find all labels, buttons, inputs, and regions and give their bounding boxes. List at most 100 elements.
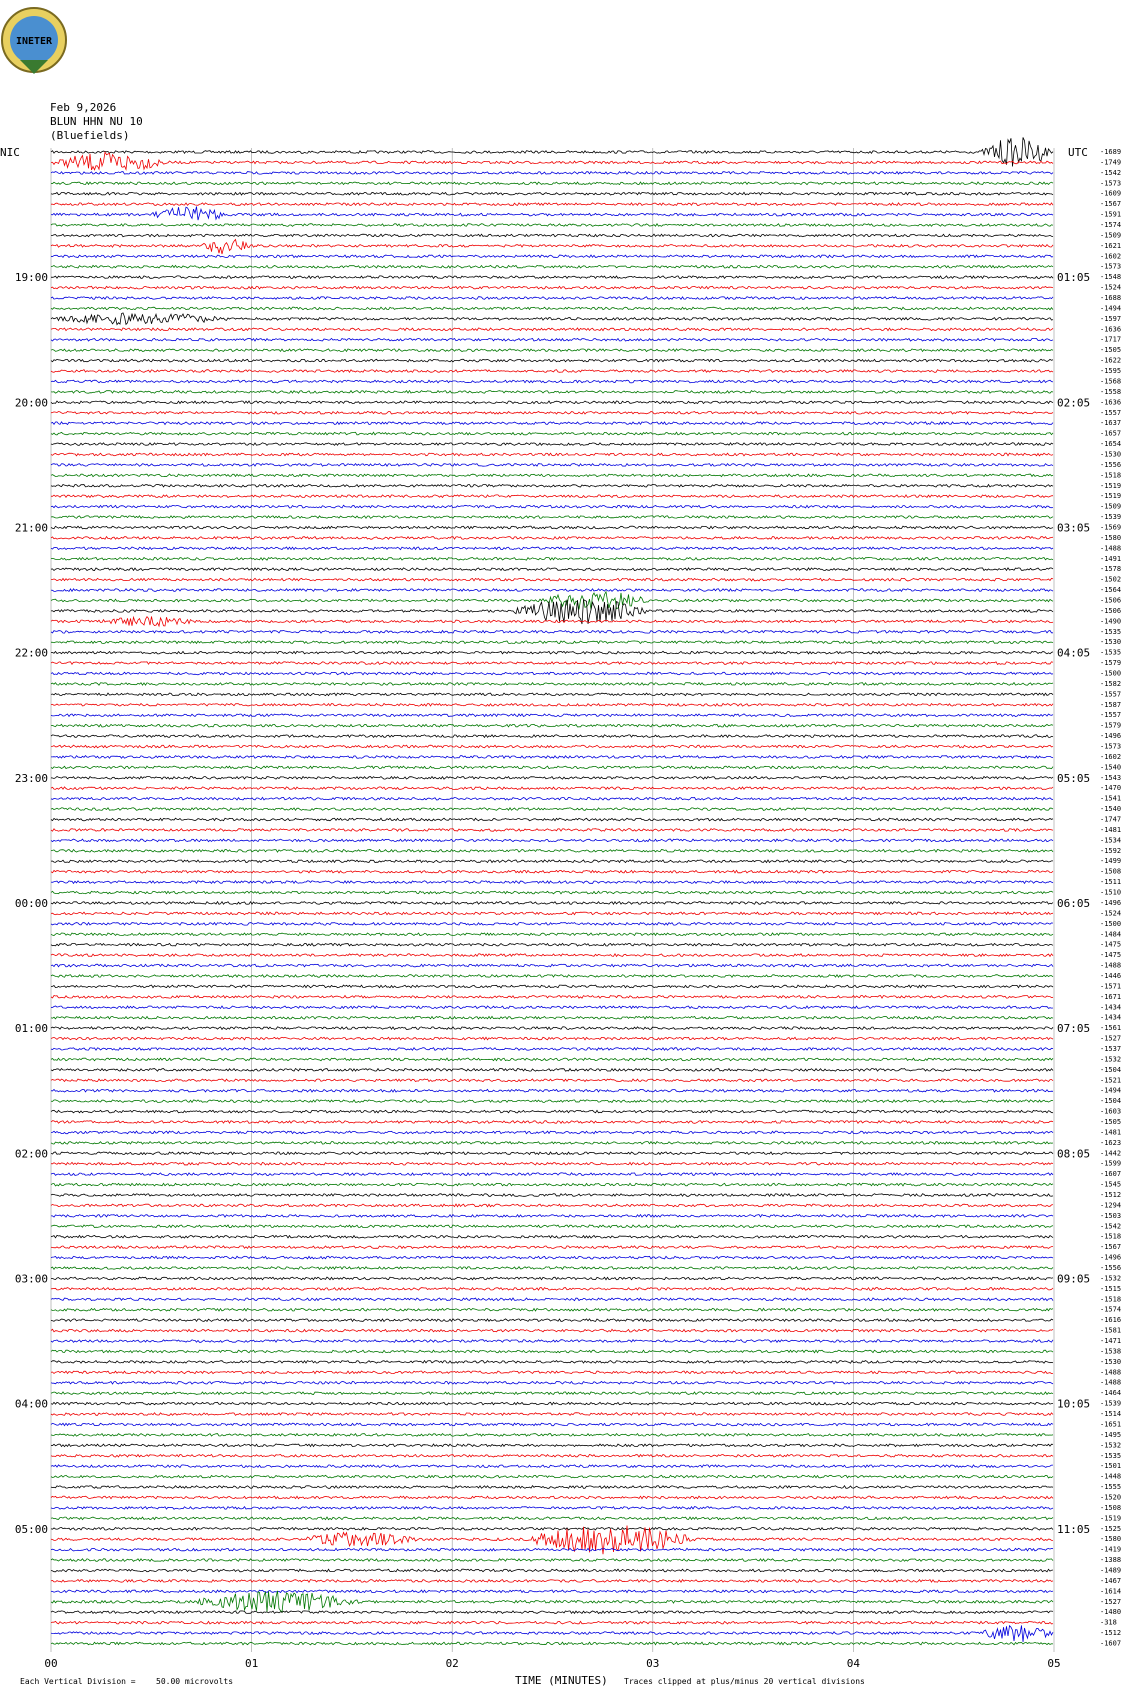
trace — [50, 1339, 1054, 1343]
offset-label: -1519 — [1100, 482, 1121, 490]
offset-label: -1514 — [1100, 1410, 1121, 1418]
hour-right: 10:05 — [1057, 1398, 1090, 1411]
trace — [50, 275, 1054, 280]
trace — [50, 932, 1054, 937]
offset-label: -1442 — [1100, 1149, 1121, 1157]
offset-label: -1506 — [1100, 596, 1121, 604]
x-tick-label: 00 — [44, 1657, 57, 1670]
offset-label: -1545 — [1100, 1181, 1121, 1189]
offset-label: -1580 — [1100, 534, 1121, 542]
trace — [51, 755, 1054, 759]
hour-left: 03:00 — [15, 1272, 48, 1285]
offset-label: -1509 — [1100, 231, 1121, 239]
offset-label: -1671 — [1100, 993, 1121, 1001]
trace — [50, 963, 1054, 968]
trace — [50, 1036, 1054, 1041]
offset-label: -1503 — [1100, 1212, 1121, 1220]
hour-right: 06:05 — [1057, 897, 1090, 910]
offset-label: -1434 — [1100, 1014, 1121, 1022]
trace — [51, 984, 1054, 989]
trace — [50, 452, 1054, 457]
offset-label: -1448 — [1100, 1473, 1121, 1481]
hour-left: 23:00 — [15, 772, 48, 785]
offset-label: -1603 — [1100, 1108, 1121, 1116]
trace — [50, 191, 1054, 196]
trace — [50, 692, 1054, 697]
hour-right: 05:05 — [1057, 772, 1090, 785]
trace — [50, 1255, 1054, 1260]
trace — [50, 828, 1054, 832]
trace — [50, 462, 1054, 467]
trace — [50, 1328, 1054, 1333]
offset-label: -1532 — [1100, 1274, 1121, 1282]
offset-label: -1537 — [1100, 1045, 1121, 1053]
offset-label: -1496 — [1100, 899, 1121, 907]
trace — [50, 1286, 1054, 1291]
offset-label: -1488 — [1100, 544, 1121, 552]
offset-label: -1419 — [1100, 1546, 1121, 1554]
trace — [50, 327, 1054, 332]
trace — [50, 238, 1054, 255]
offset-label: -1582 — [1100, 680, 1121, 688]
station: BLUN HHN NU 10 — [50, 115, 143, 128]
hour-left: 22:00 — [15, 647, 48, 660]
offset-label: -1511 — [1100, 878, 1121, 886]
offset-label: -1538 — [1100, 1347, 1121, 1355]
trace — [50, 358, 1054, 363]
offset-label: -1548 — [1100, 273, 1121, 281]
offset-label: -1527 — [1100, 1035, 1121, 1043]
trace — [50, 775, 1054, 780]
right-zone: UTC — [1068, 146, 1088, 159]
offset-label: -1581 — [1100, 1327, 1121, 1335]
trace — [50, 421, 1054, 426]
trace — [50, 1624, 1054, 1642]
trace — [50, 515, 1054, 520]
trace — [50, 1057, 1054, 1062]
offset-label: -1539 — [1100, 513, 1121, 521]
offset-label: -1578 — [1100, 565, 1121, 573]
trace — [50, 1641, 1054, 1646]
trace — [50, 264, 1054, 269]
offset-label: -1689 — [1100, 148, 1121, 156]
offset-label: -1717 — [1100, 336, 1121, 344]
trace — [50, 1401, 1054, 1406]
offset-label: -1434 — [1100, 1003, 1121, 1011]
trace — [50, 1172, 1054, 1177]
trace — [50, 1349, 1054, 1354]
trace — [50, 535, 1054, 540]
offset-label: -1567 — [1100, 1243, 1121, 1251]
x-tick-label: 04 — [847, 1657, 861, 1670]
trace — [50, 1578, 1054, 1583]
offset-label: -1580 — [1100, 1535, 1121, 1543]
offset-label: -1587 — [1100, 701, 1121, 709]
hour-left: 19:00 — [15, 271, 48, 284]
hour-left: 01:00 — [15, 1022, 48, 1035]
offset-label: -1512 — [1100, 1629, 1121, 1637]
trace — [50, 473, 1054, 478]
trace — [50, 953, 1054, 958]
offset-label: -1470 — [1100, 784, 1121, 792]
offset-label: -1561 — [1100, 1024, 1121, 1032]
trace — [50, 1078, 1054, 1083]
offset-label: -1636 — [1100, 398, 1121, 406]
offset-label: -1471 — [1100, 1337, 1121, 1345]
trace — [50, 629, 1053, 634]
trace — [50, 1266, 1054, 1271]
offset-label: -1496 — [1100, 1254, 1121, 1262]
footer-clip: Traces clipped at plus/minus 20 vertical… — [624, 1677, 865, 1686]
offset-label: -1568 — [1100, 377, 1121, 385]
offset-label: -1637 — [1100, 419, 1121, 427]
trace — [50, 1099, 1054, 1104]
hour-right: 03:05 — [1057, 521, 1090, 534]
offset-label: -1505 — [1100, 1118, 1121, 1126]
trace — [50, 1276, 1054, 1281]
trace — [50, 838, 1054, 843]
x-tick-label: 01 — [245, 1657, 258, 1670]
trace — [50, 1245, 1054, 1250]
offset-label: -1609 — [1100, 190, 1121, 198]
offset-label: -1557 — [1100, 409, 1121, 417]
trace — [50, 504, 1054, 509]
trace — [50, 671, 1054, 676]
trace — [50, 567, 1054, 572]
logo-text: INETER — [16, 36, 53, 47]
